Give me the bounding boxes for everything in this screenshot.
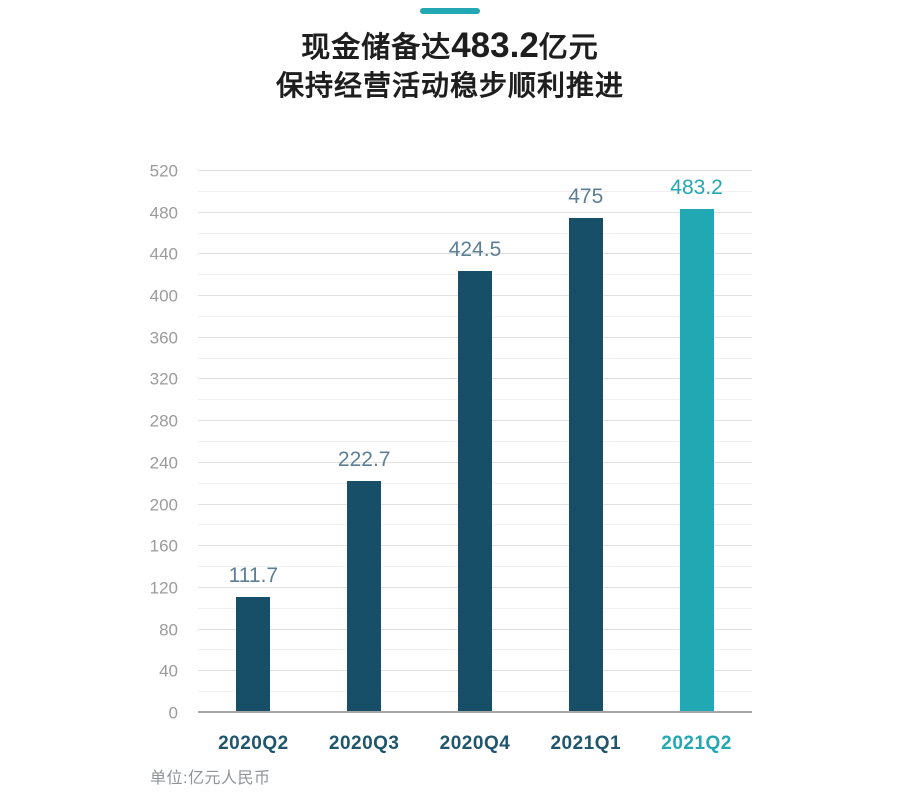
y-axis-tick-label: 240 (149, 453, 178, 473)
y-axis-tick-label: 480 (149, 203, 178, 223)
chart-band-2020Q4: 424.5 2020Q4 (420, 171, 531, 754)
y-axis-tick-label: 400 (149, 286, 178, 306)
y-axis-tick-label: 280 (149, 411, 178, 431)
y-axis-tick-label: 440 (149, 244, 178, 264)
y-axis-tick-label: 200 (149, 495, 178, 515)
x-axis-category-label: 2020Q3 (328, 733, 400, 754)
x-axis-line (198, 711, 752, 713)
y-axis-tick-label: 160 (149, 536, 178, 556)
bar-chart: 0 40 80 120 160 200 240 280 320 360 400 440 480 520 11… (150, 163, 752, 754)
y-axis-tick-label: 40 (159, 661, 178, 681)
chart-band-2020Q2: 111.7 2020Q2 (198, 171, 309, 754)
title-highlight-number: 483.2 (451, 26, 539, 65)
y-axis-tick-label: 320 (149, 369, 178, 389)
gridline (198, 190, 752, 192)
y-axis-tick-label: 360 (149, 328, 178, 348)
gridline (198, 232, 752, 234)
page-subtitle: 保持经营活动稳步顺利推进 (275, 70, 624, 101)
bar-value-label: 475 (568, 184, 604, 208)
bar-value-label: 111.7 (228, 563, 279, 587)
chart-bar-2020Q2 (236, 596, 271, 713)
x-axis-category-label: 2021Q2 (661, 733, 732, 754)
bar-value-label: 483.2 (670, 176, 723, 200)
page-title: 现金储备达483.2亿元 (0, 26, 900, 68)
gridline (198, 253, 752, 255)
chart-band-2021Q2: 483.2 2021Q2 (641, 171, 752, 754)
accent-dash (420, 8, 480, 14)
title-suffix: 亿元 (538, 32, 599, 64)
x-axis-category-label: 2020Q4 (439, 733, 511, 754)
chart-bar-2021Q2 (679, 209, 714, 713)
x-axis-category-label: 2021Q1 (550, 733, 622, 754)
title-prefix: 现金储备达 (301, 32, 452, 64)
gridline (198, 170, 752, 171)
bar-value-label: 222.7 (337, 447, 391, 471)
y-axis-tick-label: 520 (149, 161, 178, 181)
unit-note: 单位:亿元人民币 (150, 770, 271, 787)
chart-band-2021Q1: 475 2021Q1 (530, 171, 641, 754)
chart-bar-2020Q4 (457, 270, 492, 713)
chart-band-2020Q3: 222.7 2020Q3 (309, 171, 420, 754)
y-axis-tick-label: 80 (159, 620, 178, 640)
chart-bar-2021Q1 (568, 217, 603, 713)
gridline (198, 211, 752, 213)
bar-value-label: 424.5 (448, 237, 502, 261)
y-axis-tick-label: 0 (168, 703, 178, 723)
chart-bar-2020Q3 (347, 480, 382, 713)
y-axis-tick-label: 120 (149, 578, 178, 598)
x-axis-category-label: 2020Q2 (218, 733, 289, 754)
